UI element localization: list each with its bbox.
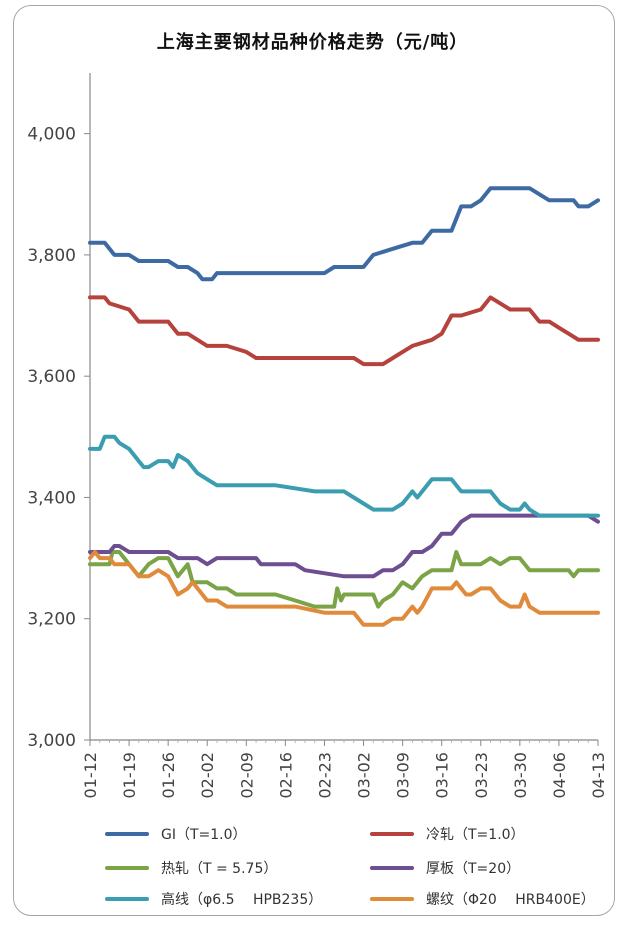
x-tick-label: 03-09 (394, 752, 413, 799)
y-tick-label: 3,600 (27, 367, 76, 387)
legend-item: 热轧（T = 5.75） (105, 858, 277, 878)
chart-title: 上海主要钢材品种价格走势（元/吨） (156, 32, 469, 53)
legend-item: 螺纹（Φ20 HRB400E） (370, 889, 595, 909)
legend-item: 高线（φ6.5 HPB235） (105, 889, 322, 909)
y-tick-label: 3,000 (27, 731, 76, 751)
y-tick-label: 3,200 (27, 610, 76, 630)
legend-label: GI（T=1.0） (161, 827, 247, 843)
series-line-4 (88, 513, 600, 579)
legend-label: 高线（φ6.5 HPB235） (161, 892, 323, 908)
y-tick-label: 3,800 (27, 246, 76, 266)
x-tick-label: 01-19 (120, 752, 139, 799)
x-tick-label: 04-13 (589, 752, 608, 799)
x-tick-label: 02-16 (276, 752, 295, 799)
series-line-5 (88, 434, 600, 518)
series-group (88, 186, 600, 627)
series-line-6 (88, 550, 600, 627)
series-line-1 (88, 186, 600, 282)
series-line-3 (88, 550, 600, 609)
legend-swatch (370, 897, 414, 901)
x-tick-label: 01-26 (159, 752, 178, 799)
x-tick-label: 02-23 (315, 752, 334, 799)
legend-swatch (105, 832, 149, 836)
legend-swatch (105, 897, 149, 901)
series-line-2 (88, 295, 600, 367)
x-tick-label: 04-06 (550, 752, 569, 799)
legend-label: 热轧（T = 5.75） (161, 861, 278, 877)
y-tick-label: 4,000 (27, 125, 76, 145)
legend-item: GI（T=1.0） (105, 824, 247, 844)
legend-label: 螺纹（Φ20 HRB400E） (426, 892, 595, 908)
legend-item: 冷轧（T=1.0） (370, 824, 525, 844)
axes: 3,000 3,200 3,400 3,600 3,800 4,000 01-12 01-19… (27, 73, 608, 799)
x-tick-label: 03-16 (433, 752, 452, 799)
legend-swatch (370, 832, 414, 836)
legend-label: 冷轧（T=1.0） (426, 827, 525, 843)
x-tick-label: 02-02 (198, 752, 217, 799)
legend-label: 厚板（T=20） (426, 861, 521, 877)
chart-frame (13, 5, 615, 916)
x-tick-label: 01-12 (81, 752, 100, 799)
y-tick-label: 3,400 (27, 488, 76, 508)
legend-item: 厚板（T=20） (370, 858, 520, 878)
legend-swatch (370, 866, 414, 870)
legend-swatch (105, 866, 149, 870)
x-tick-label: 03-23 (472, 752, 491, 799)
x-tick-label: 02-09 (237, 752, 256, 799)
x-tick-label: 03-02 (355, 752, 374, 799)
x-tick-label: 03-30 (511, 752, 530, 799)
